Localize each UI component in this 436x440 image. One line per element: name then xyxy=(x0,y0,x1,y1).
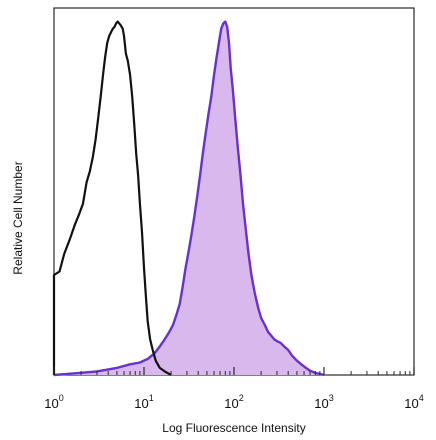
x-tick-label: 104 xyxy=(404,393,423,411)
series-0-line xyxy=(52,20,172,376)
x-tick-label: 100 xyxy=(44,393,63,411)
x-axis-ticks: 100 101 102 103 104 xyxy=(44,367,424,411)
x-tick-label: 102 xyxy=(224,393,243,411)
x-axis-label: Log Fluorescence Intensity xyxy=(162,421,305,435)
x-tick-label: 103 xyxy=(314,393,333,411)
series-1-line xyxy=(53,20,325,377)
x-tick-label: 101 xyxy=(134,393,153,411)
series-layer xyxy=(52,20,325,377)
series-1-area xyxy=(54,21,324,375)
y-axis-label: Relative Cell Number xyxy=(11,161,25,274)
